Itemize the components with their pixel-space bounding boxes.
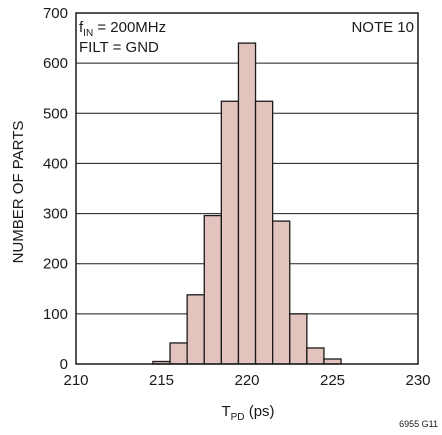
histogram-bars xyxy=(152,42,342,365)
histogram-bar xyxy=(323,358,342,365)
y-tick-label: 600 xyxy=(43,55,68,72)
y-tick-label: 0 xyxy=(60,356,68,373)
y-tick-label: 100 xyxy=(43,306,68,323)
y-tick-label: 400 xyxy=(43,155,68,172)
annotation-note: NOTE 10 xyxy=(351,19,414,36)
histogram-bar xyxy=(254,100,274,365)
x-tick-label: 215 xyxy=(149,372,174,389)
y-tick-labels: 0 100 200 300 400 500 600 700 xyxy=(43,5,68,373)
histogram-bar xyxy=(186,294,205,365)
x-tick-label: 230 xyxy=(405,372,430,389)
x-tick-label: 225 xyxy=(320,372,345,389)
figure-id: 6955 G11 xyxy=(399,419,438,429)
histogram-bar xyxy=(289,313,308,365)
x-tick-labels: 210 215 220 225 230 xyxy=(63,372,430,389)
annotation-filt: FILT = GND xyxy=(79,39,159,56)
plot-area-frame xyxy=(75,12,419,365)
histogram-bar xyxy=(169,342,188,365)
histogram-bar xyxy=(220,100,240,365)
annotation-fin: fIN = 200MHz xyxy=(79,19,166,39)
y-tick-label: 300 xyxy=(43,206,68,223)
histogram-bar xyxy=(306,347,325,365)
y-tick-label: 500 xyxy=(43,105,68,122)
x-tick-label: 210 xyxy=(63,372,88,389)
y-axis-title: NUMBER OF PARTS xyxy=(10,121,27,264)
histogram-bar xyxy=(271,220,291,365)
x-tick-label: 220 xyxy=(234,372,259,389)
histogram-bar xyxy=(237,42,257,365)
histogram-bar xyxy=(203,214,223,365)
x-axis-title: TPD (ps) xyxy=(221,403,274,423)
y-tick-label: 700 xyxy=(43,5,68,22)
y-tick-label: 200 xyxy=(43,256,68,273)
